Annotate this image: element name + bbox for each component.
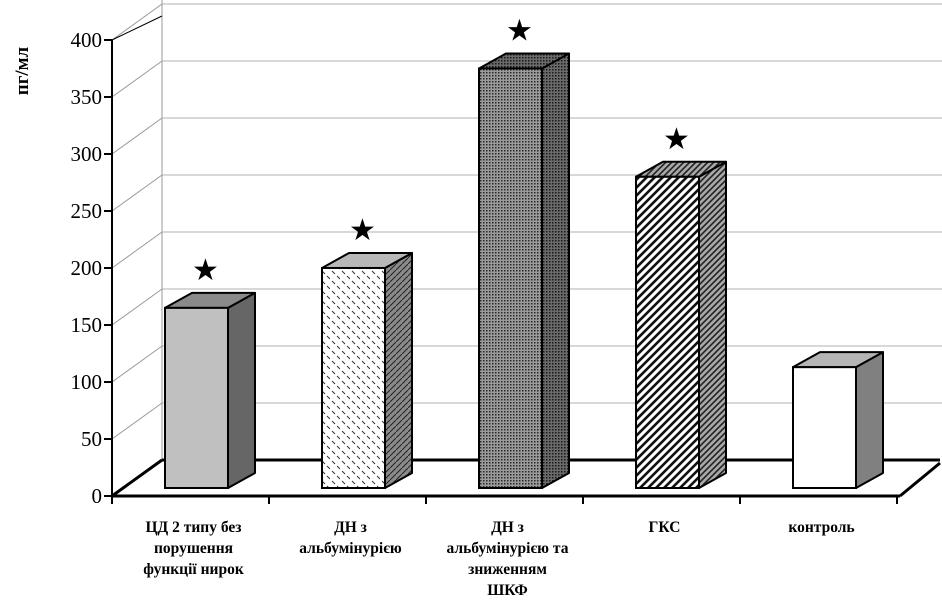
- x-category-label: ГКС: [649, 519, 681, 536]
- x-category-label: ДН з: [491, 519, 524, 536]
- bar-side: [855, 351, 884, 489]
- gridline-diag: [111, 288, 163, 326]
- y-tick-label: 100: [71, 370, 103, 394]
- x-category-label: порушення: [154, 540, 233, 557]
- x-category-label: ЦД 2 типу без: [146, 519, 242, 536]
- y-tick-label: 50: [81, 427, 102, 451]
- significance-star: ★: [506, 13, 533, 48]
- bars: [164, 52, 884, 490]
- significance-star: ★: [349, 213, 376, 248]
- y-tick-label: 150: [71, 313, 103, 337]
- significance-star: ★: [192, 253, 219, 288]
- y-tick-label: 400: [71, 28, 103, 52]
- x-category-label: функції нирок: [143, 561, 244, 578]
- floor-left-edge: [111, 458, 163, 498]
- bar-front: [635, 175, 700, 489]
- bar: [164, 291, 256, 489]
- x-category-label: зниженням: [468, 561, 547, 578]
- labels: 0 50 100 150 200 250 300 350 400 пг/мл ★ ЦД 2 типу …: [12, 13, 855, 599]
- x-category-label: контроль: [788, 519, 854, 536]
- x-category-label: ДН з: [334, 519, 367, 536]
- y-tick-label: 250: [71, 199, 103, 223]
- bar: [478, 52, 570, 489]
- gridline-diag: [111, 231, 163, 269]
- bar-front: [321, 266, 386, 490]
- x-category-label: альбумінурією та: [447, 540, 569, 557]
- gridline-diag: [111, 345, 163, 383]
- bar-front: [792, 366, 857, 489]
- gridline-diag: [111, 117, 163, 155]
- bar: [792, 351, 884, 489]
- gridline-diag: [111, 60, 163, 98]
- bar-side: [541, 52, 570, 489]
- x-category-label: ШКФ: [487, 582, 527, 599]
- y-axis-label: пг/мл: [12, 46, 33, 95]
- y-tick-label: 200: [71, 256, 103, 280]
- y-axis-top-diag: [111, 15, 163, 41]
- bar-side: [698, 160, 727, 489]
- gridline-diag: [111, 402, 163, 440]
- bar-front: [478, 67, 543, 489]
- bar: [321, 251, 413, 490]
- bar-side: [384, 251, 413, 489]
- bar: [635, 160, 727, 489]
- significance-star: ★: [663, 122, 690, 157]
- gridline-diag: [111, 174, 163, 212]
- gridline-diag: [111, 3, 163, 41]
- bar-front: [164, 306, 229, 489]
- floor-right-edge: [899, 461, 941, 498]
- y-tick-label: 0: [92, 484, 103, 508]
- y-tick-label: 300: [71, 142, 103, 166]
- y-tick-label: 350: [71, 85, 103, 109]
- bar-side: [227, 291, 256, 489]
- x-category-label: альбумінурією: [299, 540, 402, 557]
